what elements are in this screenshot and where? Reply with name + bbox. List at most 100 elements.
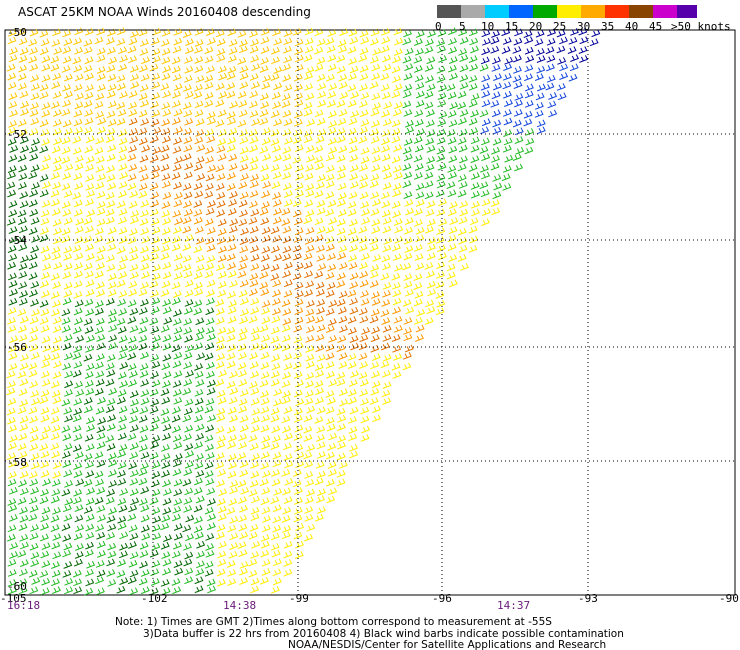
wind-barb xyxy=(438,84,447,92)
wind-barb xyxy=(369,280,379,288)
wind-barb xyxy=(51,424,61,433)
wind-barb xyxy=(62,534,72,542)
wind-barb xyxy=(216,54,226,63)
wind-barb xyxy=(127,363,137,371)
wind-barb xyxy=(359,83,368,92)
wind-barb xyxy=(273,207,282,216)
wind-barb xyxy=(272,144,281,153)
wind-barb xyxy=(193,245,203,254)
wind-barb xyxy=(270,326,280,335)
wind-barb xyxy=(30,92,40,101)
wind-barb xyxy=(370,173,380,182)
wind-barb xyxy=(393,325,403,333)
wind-barb xyxy=(283,136,293,145)
wind-barb xyxy=(504,56,514,65)
wind-barb xyxy=(382,182,392,190)
wind-barb xyxy=(139,173,149,182)
wind-barb xyxy=(491,64,501,72)
wind-barb xyxy=(525,55,535,63)
wind-barb xyxy=(250,342,260,351)
wind-barb xyxy=(347,200,357,209)
wind-barb xyxy=(339,388,348,397)
wind-barb xyxy=(380,309,390,317)
wind-barb xyxy=(140,462,149,470)
wind-barb xyxy=(29,289,38,298)
wind-barb xyxy=(85,243,94,252)
wind-barb xyxy=(480,56,490,65)
wind-barb xyxy=(523,118,533,127)
wind-barb xyxy=(503,117,513,126)
wind-barb xyxy=(337,199,346,207)
wind-barb xyxy=(447,165,457,173)
wind-barb xyxy=(117,497,127,506)
wind-barb xyxy=(348,379,358,387)
wind-barb xyxy=(85,460,94,469)
wind-barb xyxy=(261,334,270,343)
wind-barb xyxy=(61,308,71,317)
wind-barb xyxy=(161,127,171,136)
wind-barb xyxy=(50,442,60,451)
wind-barb xyxy=(94,470,104,479)
wind-barb xyxy=(270,414,280,423)
wind-barb xyxy=(195,75,205,83)
wind-barb xyxy=(129,253,139,262)
wind-barb xyxy=(238,327,248,335)
wind-barb xyxy=(195,568,205,576)
wind-barb xyxy=(83,100,93,108)
wind-barb xyxy=(85,513,95,522)
wind-barb xyxy=(128,280,138,289)
wind-barb xyxy=(359,261,368,270)
wind-barb xyxy=(426,200,436,209)
wind-barb xyxy=(29,153,39,162)
wind-barb xyxy=(52,72,62,81)
wind-barb xyxy=(51,208,61,216)
wind-barb xyxy=(240,486,250,495)
wind-barb xyxy=(29,28,39,37)
wind-barb xyxy=(448,145,458,154)
wind-barb xyxy=(50,495,60,504)
wind-barb xyxy=(183,542,192,551)
wind-barb xyxy=(546,74,556,83)
wind-barb xyxy=(559,36,568,45)
wind-barb xyxy=(492,174,502,182)
wind-barb xyxy=(216,173,226,181)
wind-barb xyxy=(216,353,225,361)
wind-barb xyxy=(271,354,281,362)
wind-barb xyxy=(206,65,215,74)
wind-barb xyxy=(106,532,116,540)
wind-barb xyxy=(425,119,435,128)
wind-barb xyxy=(316,254,326,262)
wind-barb xyxy=(151,226,161,235)
wind-barb xyxy=(292,479,302,488)
wind-barb xyxy=(96,441,106,450)
wind-barb xyxy=(328,82,338,91)
wind-barb xyxy=(283,568,293,577)
wind-barb xyxy=(469,37,479,46)
wind-barb xyxy=(217,218,227,227)
wind-barb xyxy=(194,397,204,406)
wind-barb xyxy=(64,586,73,595)
wind-barb xyxy=(250,577,260,586)
wind-barb xyxy=(415,324,425,333)
wind-barb xyxy=(281,343,291,352)
wind-barb xyxy=(479,63,489,72)
wind-barb xyxy=(171,281,181,290)
wind-barb xyxy=(129,406,139,415)
wind-barb xyxy=(116,570,126,578)
wind-barb xyxy=(42,344,52,353)
wind-barb xyxy=(217,271,227,279)
wind-barb xyxy=(226,234,236,243)
wind-barb xyxy=(106,90,116,99)
wind-barb xyxy=(372,198,381,207)
wind-barb xyxy=(96,459,106,468)
wind-barb xyxy=(108,469,117,477)
wind-barb xyxy=(227,65,237,74)
wind-barb xyxy=(42,478,51,487)
wind-barb xyxy=(107,83,117,92)
wind-barb xyxy=(448,254,458,262)
wind-barb xyxy=(327,29,337,37)
wind-barb xyxy=(173,191,183,200)
wind-barb xyxy=(74,514,84,523)
wind-barb xyxy=(283,190,293,198)
wind-barb xyxy=(194,516,203,524)
